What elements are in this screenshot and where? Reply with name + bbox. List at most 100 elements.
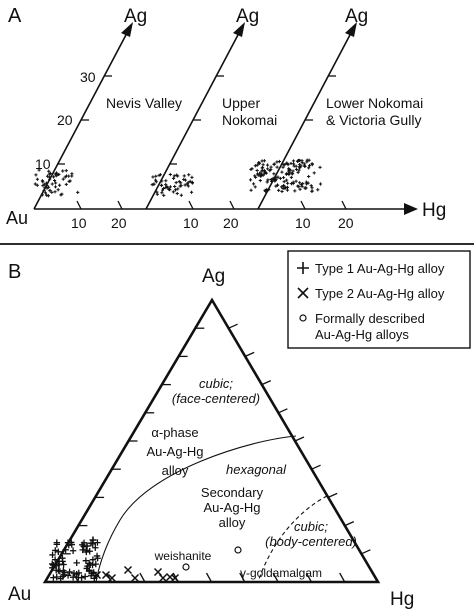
cubic-fcc-label-line1: cubic; [199,376,233,391]
data-point [160,191,164,195]
data-point [282,163,286,167]
data-point [150,183,154,187]
data-point [64,182,68,187]
data-point [291,159,296,163]
data-point [288,171,292,175]
data-point [262,170,267,174]
data-point [293,189,297,193]
data-point [160,179,164,183]
diagram-lower-nokomai: Ag 10 20 Lower Nokomai & Victoria Gully [248,6,423,231]
data-point [47,169,51,173]
data-point [70,172,74,176]
data-point [160,188,165,192]
triangle-tick [344,521,355,527]
type2-marker [130,573,140,583]
triangle-tick [278,408,288,414]
data-point [255,168,259,173]
data-point [298,187,302,191]
y-tick-label: 10 [35,156,51,172]
panel-a: A Hg Au Ag 10 20 30 10 20 Nevis Valley [6,5,446,231]
x-tick-label: 10 [295,215,311,231]
data-point [304,180,308,184]
data-point [298,181,302,185]
plus-icon [297,262,309,274]
data-point [262,159,266,163]
legend-label: Type 1 Au-Ag-Hg alloy [315,261,445,276]
data-point [280,170,284,174]
data-point [284,178,289,182]
data-point [52,178,57,183]
data-point [253,185,257,189]
data-point [275,165,279,169]
data-point [297,168,301,172]
hexagonal-label: hexagonal [226,462,287,477]
type1-marker [94,555,101,562]
type2-marker [107,573,117,583]
data-point [174,181,178,185]
data-point [297,185,301,189]
data-point [183,178,188,182]
data-point [278,176,283,181]
scatter-points [150,172,195,197]
data-point [154,180,158,184]
data-point [176,174,180,178]
triangle-tick [305,572,312,583]
data-point [261,163,265,167]
type1-marker [69,574,77,581]
type2-markers [92,565,180,583]
cubic-bcc-boundary [257,495,328,583]
triangle-tick [139,572,146,583]
diagram-nevis-valley: Ag 10 20 30 10 20 Nevis Valley [33,6,182,231]
data-point [41,184,45,188]
data-point [269,165,273,169]
type2-marker [101,570,111,580]
data-point [290,171,294,175]
x-tick-label: 20 [223,215,239,231]
diagram-title-line1: Lower Nokomai [326,95,423,111]
data-point [310,186,314,190]
data-point [165,184,169,189]
data-point [185,182,189,186]
data-point [312,171,316,175]
data-point [173,188,178,192]
data-point [285,185,290,190]
type1-marker [81,573,89,580]
data-point [260,166,264,170]
type1-marker [75,569,83,577]
data-point [310,162,314,166]
data-point [253,164,257,168]
x-tick-label: 20 [338,215,354,231]
data-point [46,185,51,189]
scatter-points [33,168,80,198]
data-point [152,182,156,186]
cubic-fcc-label-line2: (face-centered) [172,391,260,406]
data-point [61,169,65,173]
data-point [189,190,194,194]
legend-item-type2: Type 2 Au-Ag-Hg alloy [297,286,445,301]
triangle-tick [272,572,279,583]
data-point [186,184,190,188]
data-point [301,181,305,186]
data-point [33,182,37,186]
data-point [266,167,270,171]
x-tick [76,200,82,210]
goldamalgam-label: γ-goldamalgam [240,566,322,580]
data-point [269,179,274,184]
data-point [162,193,166,197]
data-point [51,175,56,179]
type1-marker [68,539,75,546]
data-point [42,188,46,193]
data-point [190,181,195,185]
data-point [265,163,270,167]
data-point [295,159,300,163]
data-point [153,178,158,182]
triangle-tick [228,323,238,329]
data-point [289,175,293,179]
data-point [307,164,312,168]
data-point [76,190,80,194]
data-point [179,183,183,188]
data-point [53,185,58,189]
triangle-tick [261,380,272,386]
data-point [272,172,276,176]
